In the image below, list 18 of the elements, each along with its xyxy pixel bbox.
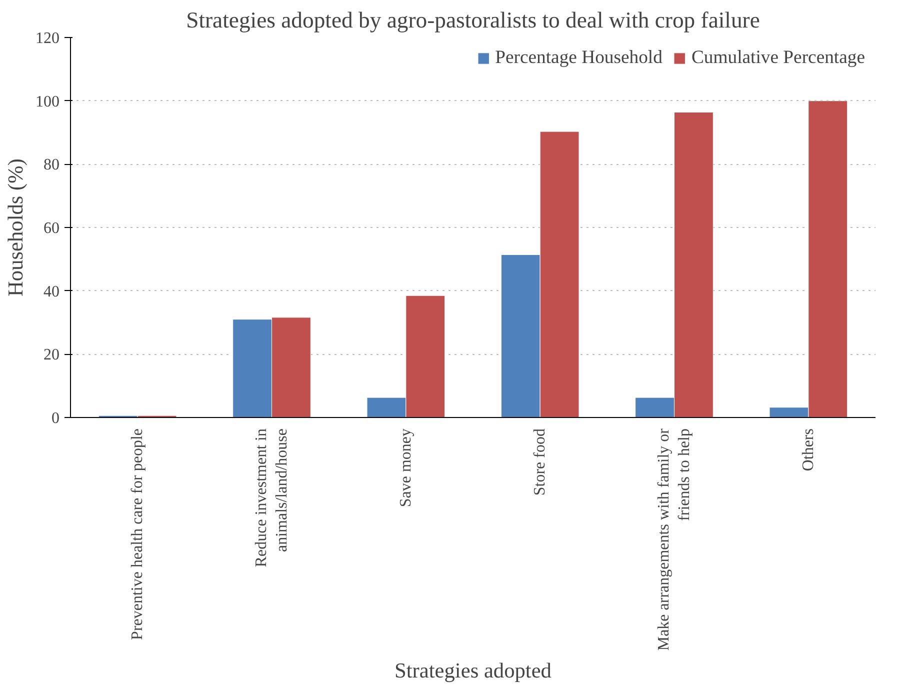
x-tick-label: Store food: [532, 428, 549, 496]
x-tick-label: Reduce investment in animals/land/house: [253, 428, 290, 568]
x-tick-label: Save money: [397, 428, 414, 508]
x-tick-label: Preventive health care for people: [129, 428, 146, 640]
y-tick-label: 0: [52, 410, 60, 427]
y-tick-label: 80: [44, 156, 60, 174]
x-tick-label: Others: [800, 428, 817, 472]
x-axis-title: Strategies adopted: [394, 658, 552, 683]
chart-title: Strategies adopted by agro-pastoralists to deal with crop failure: [186, 8, 760, 32]
y-tick-label: 40: [44, 283, 60, 300]
y-tick-label: 20: [44, 346, 60, 364]
legend-label: Cumulative Percentage: [691, 47, 865, 69]
y-tick-label: 120: [36, 30, 60, 47]
y-axis-title: Households (%): [4, 158, 28, 297]
x-tick-label: Make arrangements with family or friends to help: [656, 428, 693, 651]
legend-label: Percentage Household: [495, 47, 662, 69]
y-tick-label: 60: [44, 220, 60, 237]
y-tick-label: 100: [36, 93, 60, 110]
